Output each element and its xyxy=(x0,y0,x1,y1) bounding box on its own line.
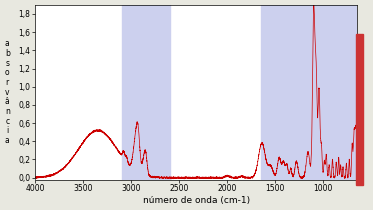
Bar xyxy=(122,5,170,180)
Bar xyxy=(261,5,357,180)
Y-axis label: a
b
s
o
r
v
â
n
c
i
a: a b s o r v â n c i a xyxy=(5,39,10,145)
X-axis label: número de onda (cm-1): número de onda (cm-1) xyxy=(142,196,250,205)
